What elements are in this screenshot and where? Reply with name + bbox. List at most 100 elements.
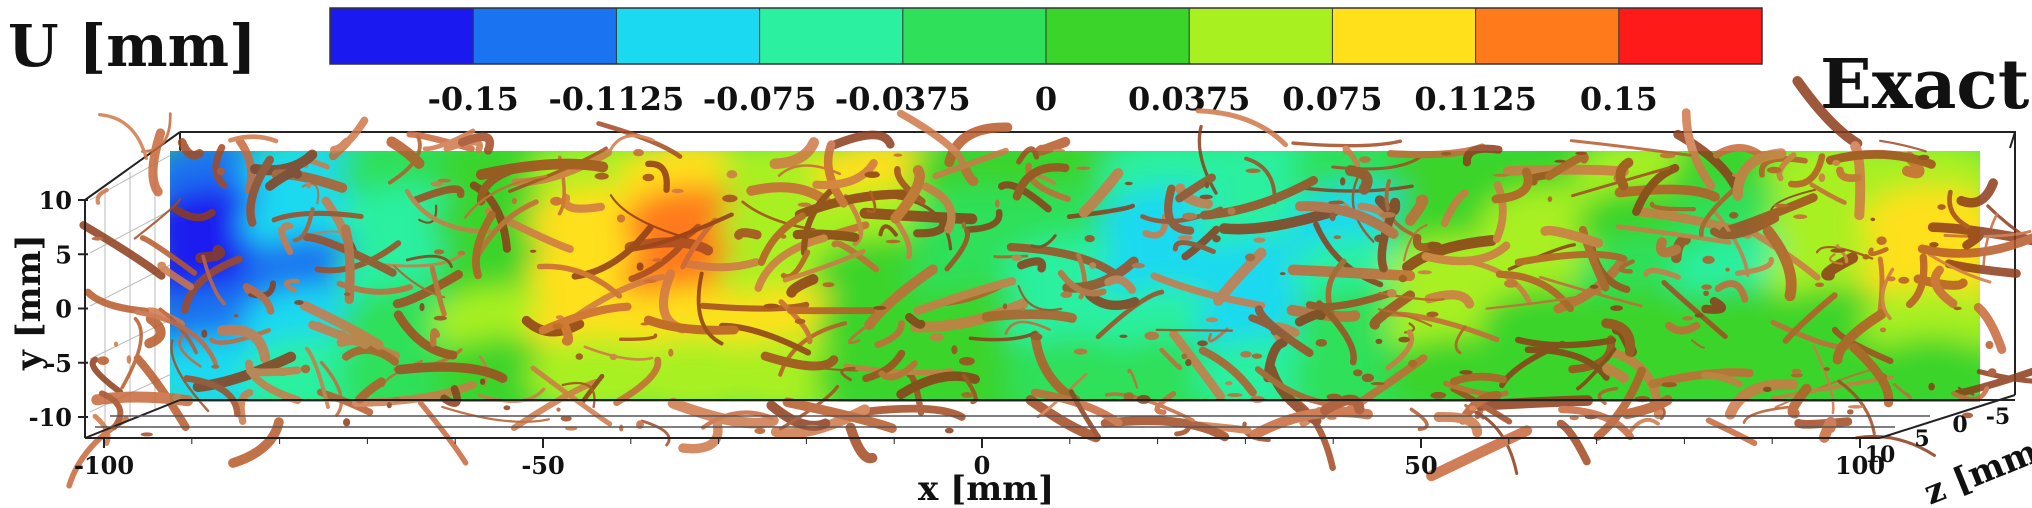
vortex-blob (1052, 148, 1066, 153)
colorbar-tick-label: -0.1125 (549, 80, 685, 118)
vortex-tube (1244, 156, 1277, 204)
vortex-tube (866, 190, 877, 214)
vortex-tube (944, 227, 971, 272)
vortex-blob (479, 378, 486, 385)
vortex-tube (1068, 389, 1101, 439)
vortex-tube (1868, 247, 1889, 257)
colorbar-label: U [mm] (8, 12, 256, 80)
vortex-blob (1182, 212, 1198, 220)
vortex-blob (1417, 270, 1433, 275)
vortex-tube (299, 300, 384, 350)
vortex-tube (1377, 208, 1397, 273)
vortex-blob (437, 178, 452, 183)
vortex-blob (1279, 272, 1286, 276)
vortex-blob (552, 323, 563, 330)
vortex-blob (780, 234, 787, 239)
vortex-blob (873, 305, 887, 310)
vortex-tube (1127, 368, 1139, 389)
vortex-blob (1076, 166, 1091, 170)
vortex-blob (1694, 313, 1704, 318)
vortex-tube (1602, 363, 1630, 383)
vortex-blob (1060, 291, 1073, 298)
vortex-tube (212, 144, 228, 189)
vortex-tube (864, 264, 938, 331)
vortex-tube (314, 321, 347, 338)
vortex-tube (840, 366, 856, 382)
vortex-blob (1659, 152, 1676, 159)
colorbar-level (1046, 8, 1190, 64)
vortex-tube (1016, 146, 1040, 165)
vortex-tube (643, 315, 739, 335)
vortex-isosurfaces (66, 76, 2032, 489)
vortex-tube (1495, 270, 1574, 313)
vortex-tube (910, 298, 1029, 333)
vortex-tube (1169, 329, 1225, 401)
vortex-blob (794, 318, 806, 324)
colorbar-tick-labels: -0.15 -0.1125 -0.075 -0.0375 0 0.0375 0.075 0.1… (428, 80, 1658, 118)
vortex-tube (1973, 303, 2007, 354)
vortex-tube (780, 249, 811, 280)
vortex-tube (1877, 256, 1885, 318)
vortex-tube (1544, 152, 1589, 181)
vortex-tube (139, 235, 198, 276)
vortex-blob (1928, 382, 1935, 391)
vortex-tube (1759, 155, 1808, 178)
colorbar-tick-label: -0.15 (428, 80, 519, 118)
vortex-tube (1913, 274, 1968, 290)
vortex-tube (845, 422, 878, 464)
vortex-tube (993, 254, 1029, 259)
vortex-tube (510, 378, 599, 432)
vortex-blob (216, 167, 225, 176)
vortex-blob (1815, 282, 1824, 288)
vortex-tube (508, 146, 608, 194)
vortex-blob (1682, 316, 1694, 321)
vortex-blob (1020, 307, 1025, 312)
vortex-tube (1850, 141, 1866, 221)
vortex-blob (1227, 207, 1236, 215)
vortex-blob (643, 279, 657, 284)
vortex-blob (1327, 416, 1337, 420)
vortex-blob (961, 392, 974, 398)
vortex-tube (960, 165, 979, 187)
vortex-tube (678, 419, 723, 454)
vortex-tube (183, 375, 241, 418)
vortex-tube (133, 197, 181, 240)
vortex-tube (1776, 152, 1797, 182)
vortex-blob (1245, 253, 1256, 262)
vortex-tube (283, 278, 300, 293)
vortex-tube (896, 109, 967, 167)
vortex-tube (1012, 163, 1070, 201)
vortex-tube (1927, 222, 2032, 246)
vortex-tube (1404, 194, 1429, 226)
vortex-blob (1181, 353, 1188, 360)
vortex-tube (1207, 327, 1229, 343)
vortex-blob (1886, 276, 1896, 282)
vortex-blob (1227, 393, 1243, 397)
vortex-blob (1773, 203, 1789, 208)
vortex-tube (1294, 309, 1326, 327)
vortex-tube (429, 328, 441, 347)
vortex-blob (1326, 393, 1342, 400)
vortex-tube (1962, 230, 1984, 250)
vortex-tube (469, 181, 511, 253)
vortex-tube (1402, 235, 1497, 273)
vortex-tube (1140, 206, 1223, 224)
vortex-tube (1085, 290, 1140, 310)
z-axis: 10 50 -5 (1865, 404, 2011, 468)
vortex-blob (560, 415, 572, 422)
vortex-blob (1610, 305, 1623, 311)
vortex-tube (1835, 244, 1849, 264)
vortex-tube (878, 224, 898, 237)
vortex-tube (831, 240, 880, 273)
vortex-blob (864, 171, 880, 178)
vortex-tube (140, 112, 172, 153)
vortex-tube (964, 208, 1003, 233)
vortex-tube (351, 380, 477, 408)
vortex-tube (1369, 290, 1415, 330)
vortex-tube (292, 207, 315, 243)
vortex-tube (1762, 225, 1797, 302)
vortex-tube (1030, 234, 1057, 249)
vortex-tube (792, 229, 860, 242)
vortex-tube (1491, 167, 1533, 204)
vortex-tube (1078, 168, 1124, 218)
